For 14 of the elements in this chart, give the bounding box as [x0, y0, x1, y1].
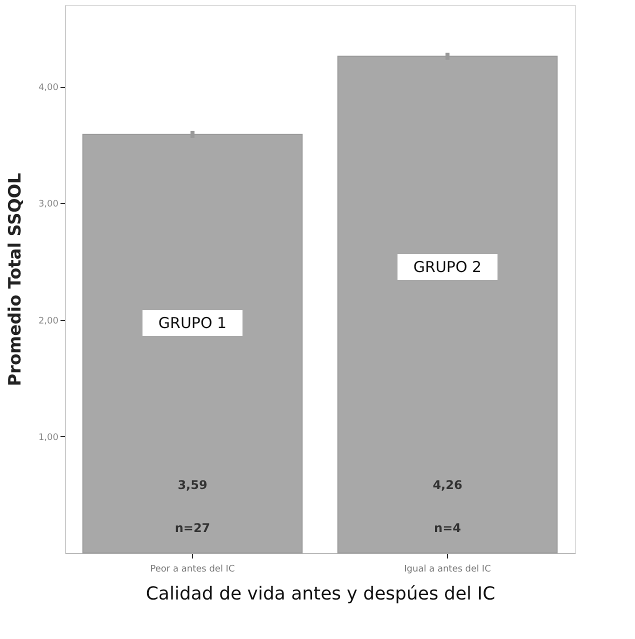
y-tick-label: 1,00 — [38, 432, 59, 443]
data-label: 3,59 — [178, 478, 208, 492]
x-tick-label: Peor a antes del IC — [150, 564, 235, 574]
x-tick-label: Igual a antes del IC — [404, 564, 491, 574]
y-tick-label: 3,00 — [38, 200, 59, 210]
y-axis-title: Promedio Total SSQOL — [5, 172, 26, 386]
annotation: n=27 — [174, 521, 210, 535]
x-axis-title: Calidad de vida antes y despúes del IC — [146, 584, 496, 604]
y-tick-label: 2,00 — [38, 316, 59, 326]
y-tick-label: 4,00 — [38, 83, 59, 94]
data-label: 4,26 — [432, 478, 462, 492]
annotation: GRUPO 2 — [413, 258, 482, 276]
annotation: GRUPO 1 — [158, 314, 227, 332]
annotation: n=4 — [434, 521, 461, 535]
